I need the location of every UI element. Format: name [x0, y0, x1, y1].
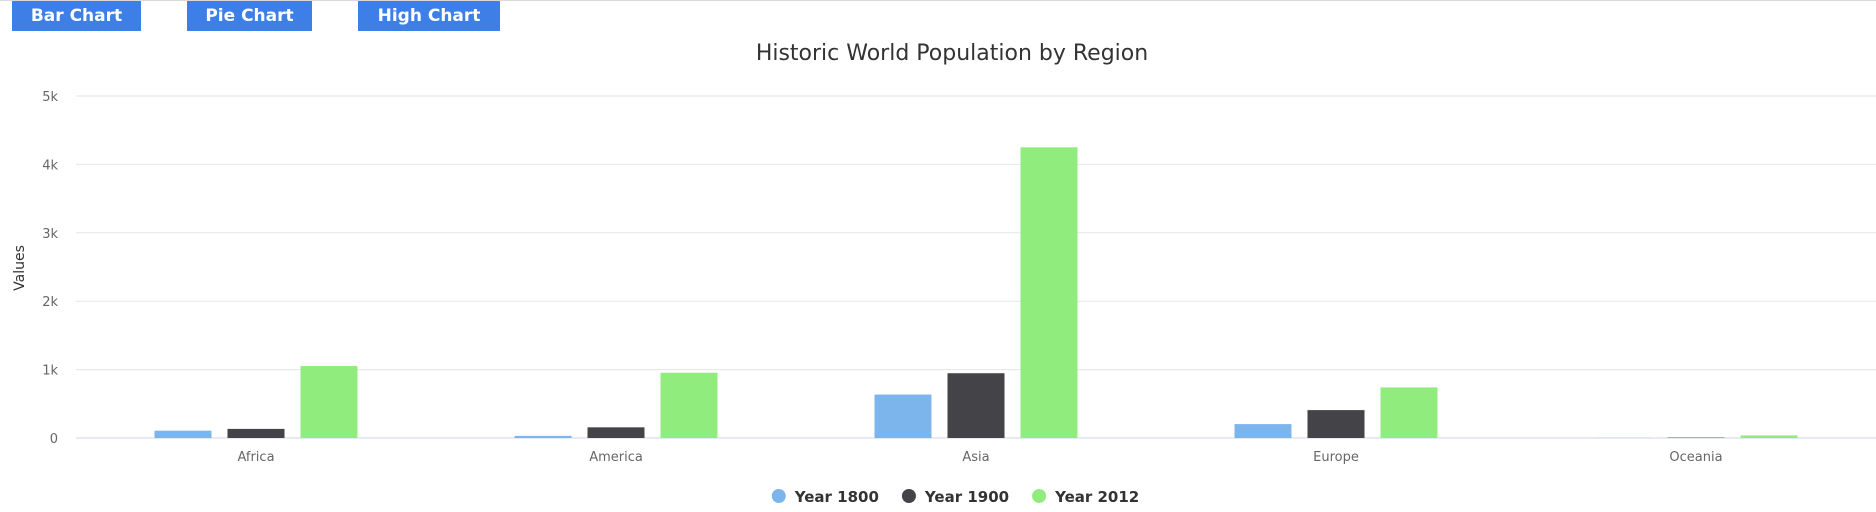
bar-africa-year-2012[interactable]	[300, 366, 358, 438]
legend-marker	[901, 489, 916, 503]
legend-item[interactable]: Year 2012	[1032, 488, 1139, 506]
y-tick-label: 2k	[42, 295, 58, 310]
y-tick-label: 5k	[42, 90, 58, 105]
tick-labels: 0 1k 2k 3k 4k 5k Africa America Asia Europe Oceani…	[42, 90, 1722, 465]
chart-title: Historic World Population by Region	[756, 41, 1148, 66]
bar-america-year-1800[interactable]	[514, 435, 572, 438]
bar-america-year-1900[interactable]	[587, 427, 645, 438]
bar-asia-year-1800[interactable]	[874, 394, 932, 438]
bar-europe-year-1800[interactable]	[1234, 424, 1292, 438]
legend: Year 1800 Year 1900 Year 2012	[771, 488, 1139, 506]
bar-chart-button[interactable]: Bar Chart	[12, 1, 141, 31]
bar-america-year-2012[interactable]	[660, 372, 718, 438]
high-chart-button[interactable]: High Chart	[358, 1, 500, 31]
legend-label: Year 1900	[924, 488, 1009, 506]
bar-europe-year-2012[interactable]	[1380, 387, 1438, 438]
x-tick-label: Oceania	[1669, 450, 1722, 465]
x-tick-label: Europe	[1313, 450, 1359, 465]
legend-item[interactable]: Year 1900	[901, 488, 1009, 506]
legend-label: Year 2012	[1054, 488, 1139, 506]
pie-chart-button[interactable]: Pie Chart	[187, 1, 312, 31]
bar-africa-year-1900[interactable]	[227, 428, 285, 438]
bar-asia-year-2012[interactable]	[1020, 147, 1078, 439]
y-axis-title: Values	[12, 245, 28, 291]
x-tick-label: Africa	[237, 450, 274, 465]
bars	[154, 147, 1798, 439]
bar-asia-year-1900[interactable]	[947, 373, 1005, 438]
x-tick-label: America	[589, 450, 643, 465]
y-tick-label: 1k	[42, 364, 58, 379]
bar-oceania-year-2012[interactable]	[1740, 435, 1798, 438]
legend-marker	[1032, 489, 1047, 503]
y-tick-label: 3k	[42, 227, 58, 242]
y-tick-label: 4k	[42, 158, 58, 173]
legend-item[interactable]: Year 1800	[771, 488, 879, 506]
legend-marker	[771, 489, 786, 503]
bar-africa-year-1800[interactable]	[154, 430, 212, 438]
y-tick-label: 0	[50, 432, 58, 447]
bar-europe-year-1900[interactable]	[1307, 410, 1365, 438]
legend-label: Year 1800	[794, 488, 879, 506]
x-tick-label: Asia	[962, 450, 989, 465]
top-border	[0, 0, 1876, 1]
